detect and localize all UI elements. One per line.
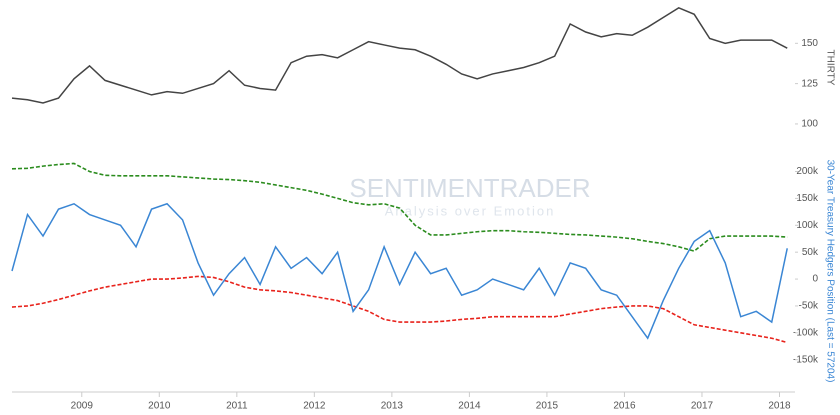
y-axis-label: 30-Year Treasury Hedgers Position (Last … [824,160,835,383]
x-tick-label: 2014 [458,401,481,412]
price-line [11,6,788,104]
y-tick-label: -150k [793,354,819,365]
position-line [11,202,788,340]
y-tick-label: 200k [796,166,819,177]
y-tick-label: 150k [796,193,819,204]
watermark-subtitle: Analysis over Emotion [385,203,556,218]
y-tick-label: -50k [799,301,819,312]
y-axis-label: THIRTY [824,50,835,86]
x-tick-label: 2012 [303,401,326,412]
y-tick-label: -100k [793,327,819,338]
y-tick-label: 0 [812,274,818,285]
x-tick-label: 2010 [148,401,171,412]
x-tick-label: 2009 [71,401,94,412]
x-tick-label: 2011 [226,401,248,412]
y-tick-label: 100 [801,119,818,130]
x-tick-label: 2015 [536,401,559,412]
y-tick-label: 150 [801,38,818,49]
x-tick-label: 2017 [691,401,714,412]
x-tick-label: 2016 [613,401,636,412]
y-tick-label: 50k [802,247,819,258]
band-line [11,275,788,344]
band-line [11,162,788,252]
y-tick-label: 100k [796,220,819,231]
watermark-title: SENTIMENTRADER [349,173,590,203]
y-tick-label: 125 [801,78,818,89]
x-tick-label: 2013 [381,401,404,412]
x-tick-label: 2018 [768,401,791,412]
